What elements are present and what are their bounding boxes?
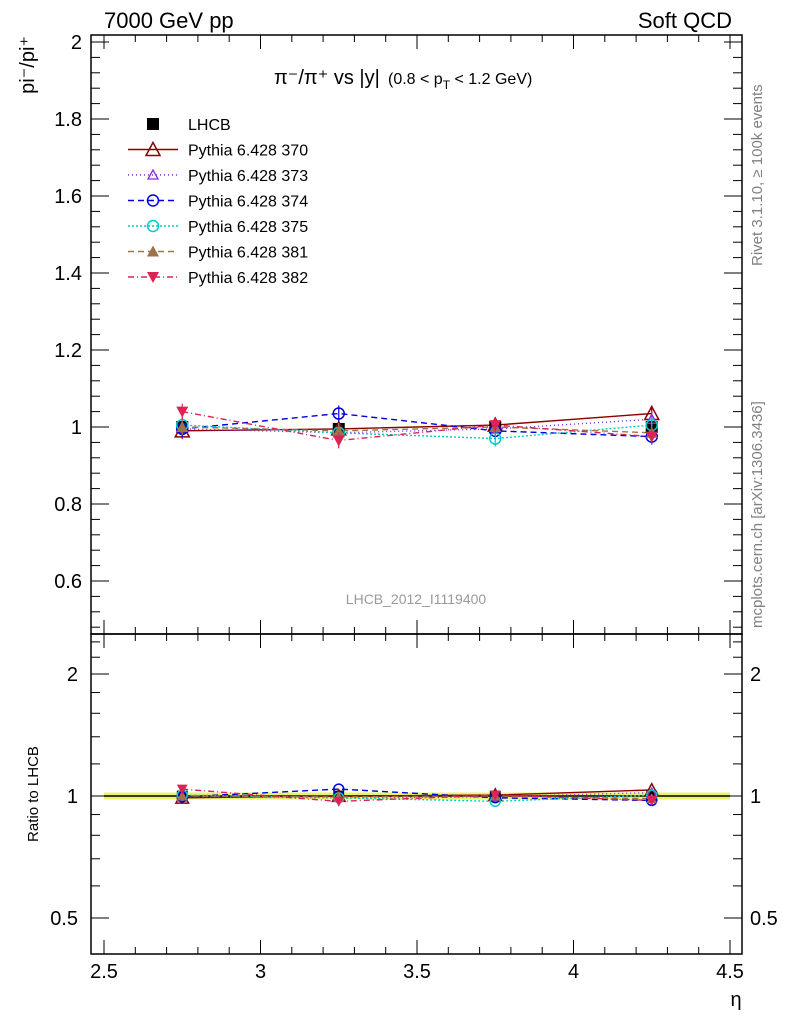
legend-entry: Pythia 6.428 370 xyxy=(128,140,308,160)
ratio-y-axis-label: Ratio to LHCB xyxy=(25,746,42,842)
series-5-point xyxy=(332,424,345,436)
series-lines-group xyxy=(182,410,652,803)
y-tick-label: 1.6 xyxy=(54,186,82,208)
series-6-ratio-point xyxy=(176,784,188,795)
legend-entry: LHCB xyxy=(147,117,231,134)
y-tick-label: 0.8 xyxy=(54,494,82,516)
series-3-ratio-line xyxy=(182,788,652,802)
y-tick-label: 0.6 xyxy=(54,571,82,593)
plot-title: π⁻/π⁺ vs |y| (0.8 < pT < 1.2 GeV) xyxy=(274,67,532,92)
legend-marker xyxy=(146,219,160,233)
legend-label: Pythia 6.428 375 xyxy=(188,219,308,236)
series-6-line xyxy=(182,410,652,442)
legend-marker xyxy=(147,272,159,283)
legend-label: Pythia 6.428 374 xyxy=(188,194,308,211)
ratio-y-tick-label: 0.5 xyxy=(50,908,78,930)
y-axis-label: pi⁻/pi⁺ xyxy=(17,36,39,94)
x-tick-label: 3 xyxy=(255,961,266,983)
legend-entry: Pythia 6.428 374 xyxy=(128,194,308,211)
legend-entry: Pythia 6.428 375 xyxy=(128,219,308,236)
series-5-point xyxy=(176,421,189,432)
series-6-point xyxy=(645,431,658,443)
header-left: 7000 GeV pp xyxy=(104,8,234,33)
x-axis-label: η xyxy=(730,989,741,1011)
legend-marker xyxy=(147,118,159,130)
ratio-y-tick-label: 2 xyxy=(67,664,78,686)
legend-label: Pythia 6.428 381 xyxy=(188,245,308,262)
series-5-line xyxy=(182,426,652,434)
x-tick-label: 3.5 xyxy=(403,961,431,983)
ratio-y-tick-label-right: 0.5 xyxy=(750,908,778,930)
series-3-point xyxy=(332,407,345,420)
x-tick-label: 4.5 xyxy=(716,961,744,983)
axes-group: 2.5 3 3.5 4 4.5 0.6 0.8 1 1.2 1.4 1.6 1.8 2 0.5 0.5 1 1 2… xyxy=(50,32,778,983)
ratio-y-tick-label: 1 xyxy=(67,786,78,808)
legend-label: Pythia 6.428 373 xyxy=(188,168,308,185)
legend-label: Pythia 6.428 370 xyxy=(188,143,308,160)
y-tick-label: 2 xyxy=(71,32,82,54)
series-6-point xyxy=(176,406,189,418)
legend-label: LHCB xyxy=(188,117,231,134)
series-6-ratio-line xyxy=(182,788,652,803)
y-tick-label: 1 xyxy=(71,417,82,439)
series-3-line xyxy=(182,412,652,438)
legend-marker xyxy=(147,245,159,257)
legend-entry: Pythia 6.428 373 xyxy=(128,168,308,185)
title-range: (0.8 < pT < 1.2 GeV) xyxy=(388,71,532,92)
y-tick-label: 1.4 xyxy=(54,263,82,285)
legend-entry: Pythia 6.428 381 xyxy=(128,245,308,262)
series-6-ratio-point xyxy=(333,796,345,807)
series-5-ratio-point xyxy=(176,790,188,801)
legend-marker xyxy=(146,194,160,207)
legend-entry: Pythia 6.428 382 xyxy=(128,270,308,287)
y-tick-label: 1.8 xyxy=(54,109,82,131)
series-6-point xyxy=(332,435,345,447)
mcplots-label: mcplots.cern.ch [arXiv:1306.3436] xyxy=(749,401,766,628)
series-6-ratio-point xyxy=(489,790,501,801)
series-6-point xyxy=(489,420,502,432)
y-tick-label: 1.2 xyxy=(54,340,82,362)
series-1-line xyxy=(182,412,652,432)
title-main: π⁻/π⁺ vs |y| xyxy=(274,67,380,89)
legend: LHCB Pythia 6.428 370 Pythia 6.428 373 Pyth… xyxy=(128,117,308,287)
legend-marker xyxy=(144,140,162,157)
legend-label: Pythia 6.428 382 xyxy=(188,270,308,287)
rivet-label: Rivet 3.1.10, ≥ 100k events xyxy=(749,84,766,266)
x-tick-label: 4 xyxy=(568,961,579,983)
x-tick-label: 2.5 xyxy=(90,961,118,983)
series-markers-group xyxy=(173,403,661,808)
ratio-y-tick-label-right: 2 xyxy=(750,664,761,686)
ratio-y-tick-label-right: 1 xyxy=(750,786,761,808)
series-6-ratio-point xyxy=(646,795,658,806)
analysis-watermark: LHCB_2012_I1119400 xyxy=(346,591,487,607)
header-right: Soft QCD xyxy=(638,8,732,33)
legend-marker xyxy=(146,168,160,180)
series-1-ratio-line xyxy=(182,789,652,799)
